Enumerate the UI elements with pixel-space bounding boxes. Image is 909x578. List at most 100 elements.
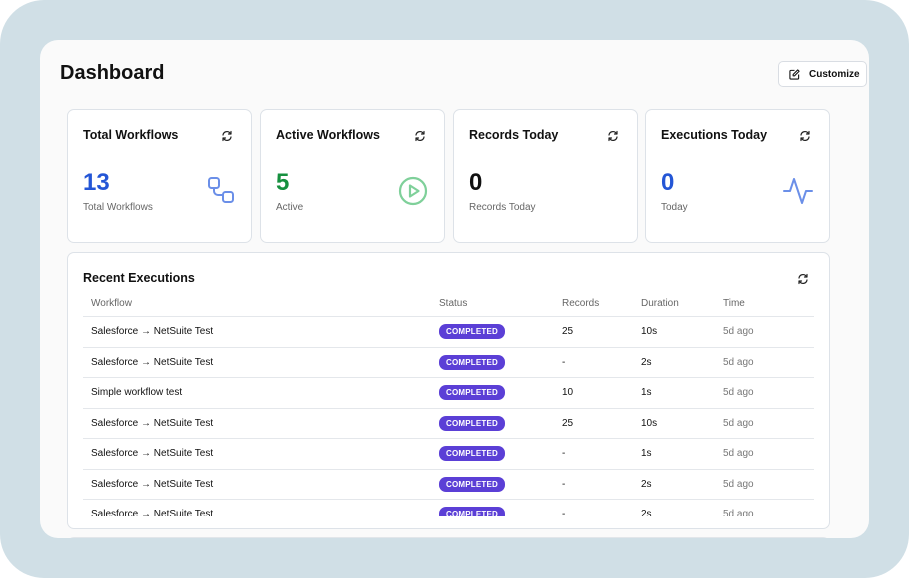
table-row: Simple workflow test COMPLETED 10 1s 5d ago [83,378,814,409]
stat-icon [398,176,428,211]
table-cell: 25 [562,409,573,439]
table-cell: 25 [562,317,573,347]
table-cell: 5d ago [723,470,754,500]
refresh-icon[interactable] [414,129,426,147]
table-cell: 5d ago [723,317,754,347]
stat-card: Total Workflows 13 Total Workflows [67,109,252,243]
status-badge: COMPLETED [439,324,506,340]
stat-icon [783,176,813,211]
stat-card: Executions Today 0 Today [645,109,830,243]
next-card [67,537,830,538]
table-cell: COMPLETED [439,317,506,347]
card-title: Executions Today [661,128,768,142]
table-cell: - [562,348,565,378]
table-cell: - [562,439,565,469]
stat-label: Records Today [469,202,536,213]
table-cell: - [562,470,565,500]
cell-text: 1s [641,448,652,460]
page-title: Dashboard [60,62,165,84]
cell-text: 10s [641,326,658,338]
table-cell: 5d ago [723,439,754,469]
table-row: Salesforce → NetSuite Test COMPLETED - 2s 5d… [83,348,814,378]
table-cell: 1s [641,439,652,469]
column-header: Status [439,298,468,309]
cell-text: Salesforce → NetSuite Test [91,417,214,429]
stat-label: Active [276,202,304,213]
table-cell: Salesforce → NetSuite Test [91,409,213,439]
cell-text: 25 [562,417,574,429]
table-cell: COMPLETED [439,470,506,500]
column-header: Duration [641,298,679,309]
table-cell: 1s [641,378,652,408]
table-cell: COMPLETED [439,500,506,516]
table-cell: COMPLETED [439,378,506,408]
table-cell: 5d ago [723,348,754,378]
cell-text: Salesforce → NetSuite Test [91,478,214,490]
cell-text: 1s [641,387,652,399]
dashboard-panel: Dashboard Customize Total Workflows 13 Tot… [40,40,869,538]
button-label: Customize [809,68,860,80]
table-cell: Salesforce → NetSuite Test [91,348,213,378]
cell-text: Salesforce → NetSuite Test [91,356,214,368]
stat-value: 13 [83,169,110,196]
stat-label: Total Workflows [83,202,153,213]
table-cell: 2s [641,500,652,516]
table-cell: 2s [641,348,652,378]
table-cell: 5d ago [723,378,754,408]
cell-text: Salesforce → NetSuite Test [91,326,214,338]
card-title: Active Workflows [276,128,380,142]
stat-value: 0 [661,169,675,196]
stat-value: 0 [469,169,483,196]
refresh-icon[interactable] [797,273,809,285]
refresh-icon[interactable] [221,129,233,147]
status-badge: COMPLETED [439,354,506,370]
customize-button[interactable]: Customize [778,61,867,87]
cell-text: - [562,448,566,460]
stat-value: 5 [276,169,290,196]
table-cell: - [562,500,565,516]
table-cell: Simple workflow test [91,378,182,408]
table-cell: Salesforce → NetSuite Test [91,439,213,469]
table-row: Salesforce → NetSuite Test COMPLETED - 2s 5d… [83,470,814,500]
cell-text: - [562,356,566,368]
cell-text: 5d ago [723,448,754,460]
cell-text: Salesforce → NetSuite Test [91,448,214,460]
column-header: Records [562,298,600,309]
table-row: Salesforce → NetSuite Test COMPLETED 25 10s… [83,409,814,439]
card-title: Total Workflows [83,128,179,142]
table-cell: COMPLETED [439,348,506,378]
table-cell: 2s [641,470,652,500]
cell-text: 5d ago [723,478,754,490]
cell-text: 5d ago [723,356,754,368]
table-row: Salesforce → NetSuite Test COMPLETED - 1s 5d… [83,439,814,470]
card-title: Recent Executions [83,271,195,285]
table-header: Workflow Status Records Duration Time [83,291,814,317]
cell-text: 5d ago [723,417,754,429]
cell-text: 2s [641,356,652,368]
cell-text: Salesforce → NetSuite Test [91,509,214,516]
status-badge: COMPLETED [439,476,506,492]
cell-text: 25 [562,326,574,338]
refresh-icon[interactable] [607,129,619,147]
cell-text: 5d ago [723,326,754,338]
table-cell: Salesforce → NetSuite Test [91,317,213,347]
cell-text: 10s [641,417,658,429]
stat-label: Today [661,202,688,213]
status-badge: COMPLETED [439,415,506,431]
edit-icon [789,68,800,80]
column-header: Workflow [91,298,132,309]
table-row: Salesforce → NetSuite Test COMPLETED 25 10s… [83,317,814,348]
cell-text: - [562,478,566,490]
table-cell: 5d ago [723,500,754,516]
table-row: Salesforce → NetSuite Test COMPLETED - 2s 5d… [83,500,814,516]
refresh-icon[interactable] [799,129,811,147]
cell-text: 5d ago [723,387,754,399]
stat-icon [207,176,235,209]
cell-text: 2s [641,478,652,490]
status-badge: COMPLETED [439,446,506,462]
cell-text: 2s [641,509,652,516]
cell-text: 10 [562,387,574,399]
table-cell: Salesforce → NetSuite Test [91,470,213,500]
stat-card: Records Today 0 Records Today [453,109,638,243]
